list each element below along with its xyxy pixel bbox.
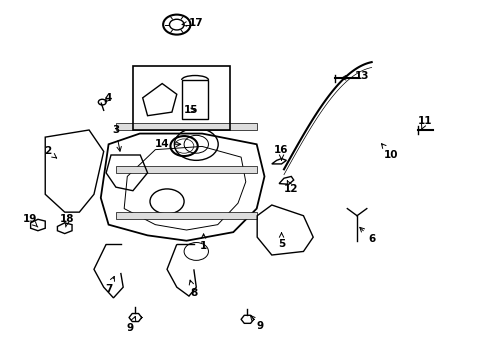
Text: 7: 7 — [105, 276, 115, 294]
Text: 18: 18 — [60, 214, 74, 227]
Bar — [182, 80, 208, 119]
Text: 4: 4 — [105, 93, 112, 103]
Text: 6: 6 — [360, 228, 375, 244]
Text: 19: 19 — [23, 214, 38, 227]
Text: 9: 9 — [127, 316, 136, 333]
Text: 17: 17 — [182, 18, 203, 28]
Text: 3: 3 — [112, 125, 122, 151]
Text: 13: 13 — [342, 71, 369, 81]
Text: 8: 8 — [189, 280, 197, 297]
Text: 16: 16 — [274, 145, 289, 160]
Text: 1: 1 — [200, 234, 207, 251]
Text: 15: 15 — [184, 105, 198, 115]
Text: 5: 5 — [278, 233, 285, 249]
Text: 2: 2 — [44, 147, 57, 158]
Polygon shape — [116, 166, 257, 173]
Text: 14: 14 — [155, 139, 181, 149]
Bar — [133, 66, 230, 130]
Text: 12: 12 — [284, 181, 298, 194]
Text: 11: 11 — [418, 116, 433, 129]
Text: 9: 9 — [250, 315, 263, 332]
Polygon shape — [116, 123, 257, 130]
Text: 10: 10 — [382, 144, 398, 160]
Polygon shape — [116, 212, 257, 219]
